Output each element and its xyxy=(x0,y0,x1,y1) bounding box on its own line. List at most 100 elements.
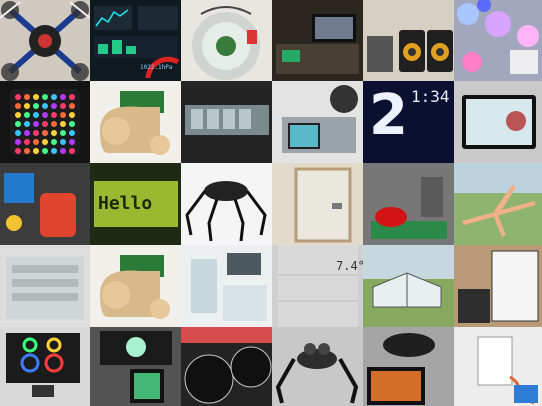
tile-wooden-robot-a xyxy=(90,81,181,163)
tile-wall-switch-wiring xyxy=(454,327,542,406)
tile-monitor-dials xyxy=(0,327,90,406)
tablet-display-image xyxy=(454,81,542,163)
led-dot xyxy=(69,94,75,100)
led-dot xyxy=(69,112,75,118)
dashboard-image xyxy=(90,0,181,81)
tile-circuit-boards xyxy=(181,327,272,406)
tile-spider-robot xyxy=(272,327,363,406)
greenhouse-image xyxy=(363,245,454,327)
tile-red-button-lab xyxy=(363,163,454,245)
microscope-screen-image xyxy=(363,327,454,406)
tile-lightbulb-device xyxy=(90,327,181,406)
led-dot xyxy=(69,103,75,109)
led-dot xyxy=(15,112,21,118)
led-dot xyxy=(60,103,66,109)
workbench-image xyxy=(272,0,363,81)
kitchen-interior-image xyxy=(181,245,272,327)
weather-temp-text: 7.4° xyxy=(336,259,363,273)
tile-greenhouse xyxy=(363,245,454,327)
led-dot xyxy=(69,148,75,154)
server-rack-image xyxy=(181,81,272,163)
red-button-image xyxy=(363,163,454,245)
smart-mirror-image xyxy=(272,245,363,327)
led-dot xyxy=(60,94,66,100)
led-dot xyxy=(15,94,21,100)
tile-led-clock: 2 1:34 xyxy=(363,81,454,163)
led-dot xyxy=(24,130,30,136)
tile-smart-mirror-weather: 7.4° xyxy=(272,245,363,327)
lcd-display-image xyxy=(90,163,181,245)
led-dot xyxy=(42,103,48,109)
led-dot xyxy=(42,94,48,100)
tile-ereader xyxy=(454,245,542,327)
led-dot xyxy=(42,148,48,154)
tile-hexapod-robot xyxy=(181,163,272,245)
led-dot xyxy=(60,139,66,145)
led-dot xyxy=(33,103,39,109)
led-dot xyxy=(51,139,57,145)
speakers-image xyxy=(363,0,454,81)
led-dot xyxy=(51,103,57,109)
led-dot xyxy=(24,121,30,127)
model-airplane-image xyxy=(454,163,542,245)
led-dot xyxy=(15,130,21,136)
led-dot xyxy=(15,139,21,145)
led-dot xyxy=(60,130,66,136)
wooden-robot-image xyxy=(90,245,181,327)
wooden-robot-image xyxy=(90,81,181,163)
tile-robot-cart-tablet xyxy=(272,81,363,163)
led-dot xyxy=(15,103,21,109)
tile-kitchen-interior xyxy=(181,245,272,327)
led-dot xyxy=(24,148,30,154)
led-matrix-image xyxy=(0,81,90,163)
led-dot xyxy=(60,112,66,118)
tile-quadcopter-drone xyxy=(0,0,90,81)
led-dot xyxy=(33,148,39,154)
tile-led-matrix xyxy=(0,81,90,163)
tile-robot-vacuum xyxy=(181,0,272,81)
ereader-image xyxy=(454,245,542,327)
hardware-board-image xyxy=(0,163,90,245)
wall-switch-image xyxy=(454,327,542,406)
led-dot xyxy=(60,121,66,127)
robot-cart-image xyxy=(272,81,363,163)
led-dot xyxy=(42,130,48,136)
led-dot xyxy=(51,94,57,100)
led-dot xyxy=(33,139,39,145)
tile-hardware-board xyxy=(0,163,90,245)
led-dot xyxy=(24,139,30,145)
led-dot xyxy=(69,130,75,136)
tile-lcd-hello: Hello xyxy=(90,163,181,245)
led-dot xyxy=(51,130,57,136)
led-dot xyxy=(69,139,75,145)
led-dot xyxy=(69,121,75,127)
tile-cabinet xyxy=(272,163,363,245)
tile-white-appliance xyxy=(0,245,90,327)
circuit-boards-image xyxy=(181,327,272,406)
led-dot xyxy=(51,121,57,127)
tile-speakers xyxy=(363,0,454,81)
led-dot xyxy=(24,112,30,118)
tile-dark-workbench xyxy=(272,0,363,81)
glowing-lamps-image xyxy=(454,0,542,81)
led-dot xyxy=(60,148,66,154)
cabinet-image xyxy=(272,163,363,245)
tile-tablet-display xyxy=(454,81,542,163)
tile-model-airplane xyxy=(454,163,542,245)
hexapod-robot-image xyxy=(181,163,272,245)
lightbulb-device-image xyxy=(90,327,181,406)
clock-time-text: 1:34 xyxy=(411,87,450,106)
led-dot xyxy=(33,94,39,100)
led-dot xyxy=(51,148,57,154)
led-dot xyxy=(33,121,39,127)
white-appliance-image xyxy=(0,245,90,327)
led-dot xyxy=(51,112,57,118)
lcd-text: Hello xyxy=(98,193,153,214)
led-dot xyxy=(42,121,48,127)
led-dot xyxy=(42,139,48,145)
led-dot xyxy=(33,112,39,118)
led-dot xyxy=(33,130,39,136)
led-dot xyxy=(42,112,48,118)
dashboard-value-text: 1022.1hPa xyxy=(140,64,173,71)
